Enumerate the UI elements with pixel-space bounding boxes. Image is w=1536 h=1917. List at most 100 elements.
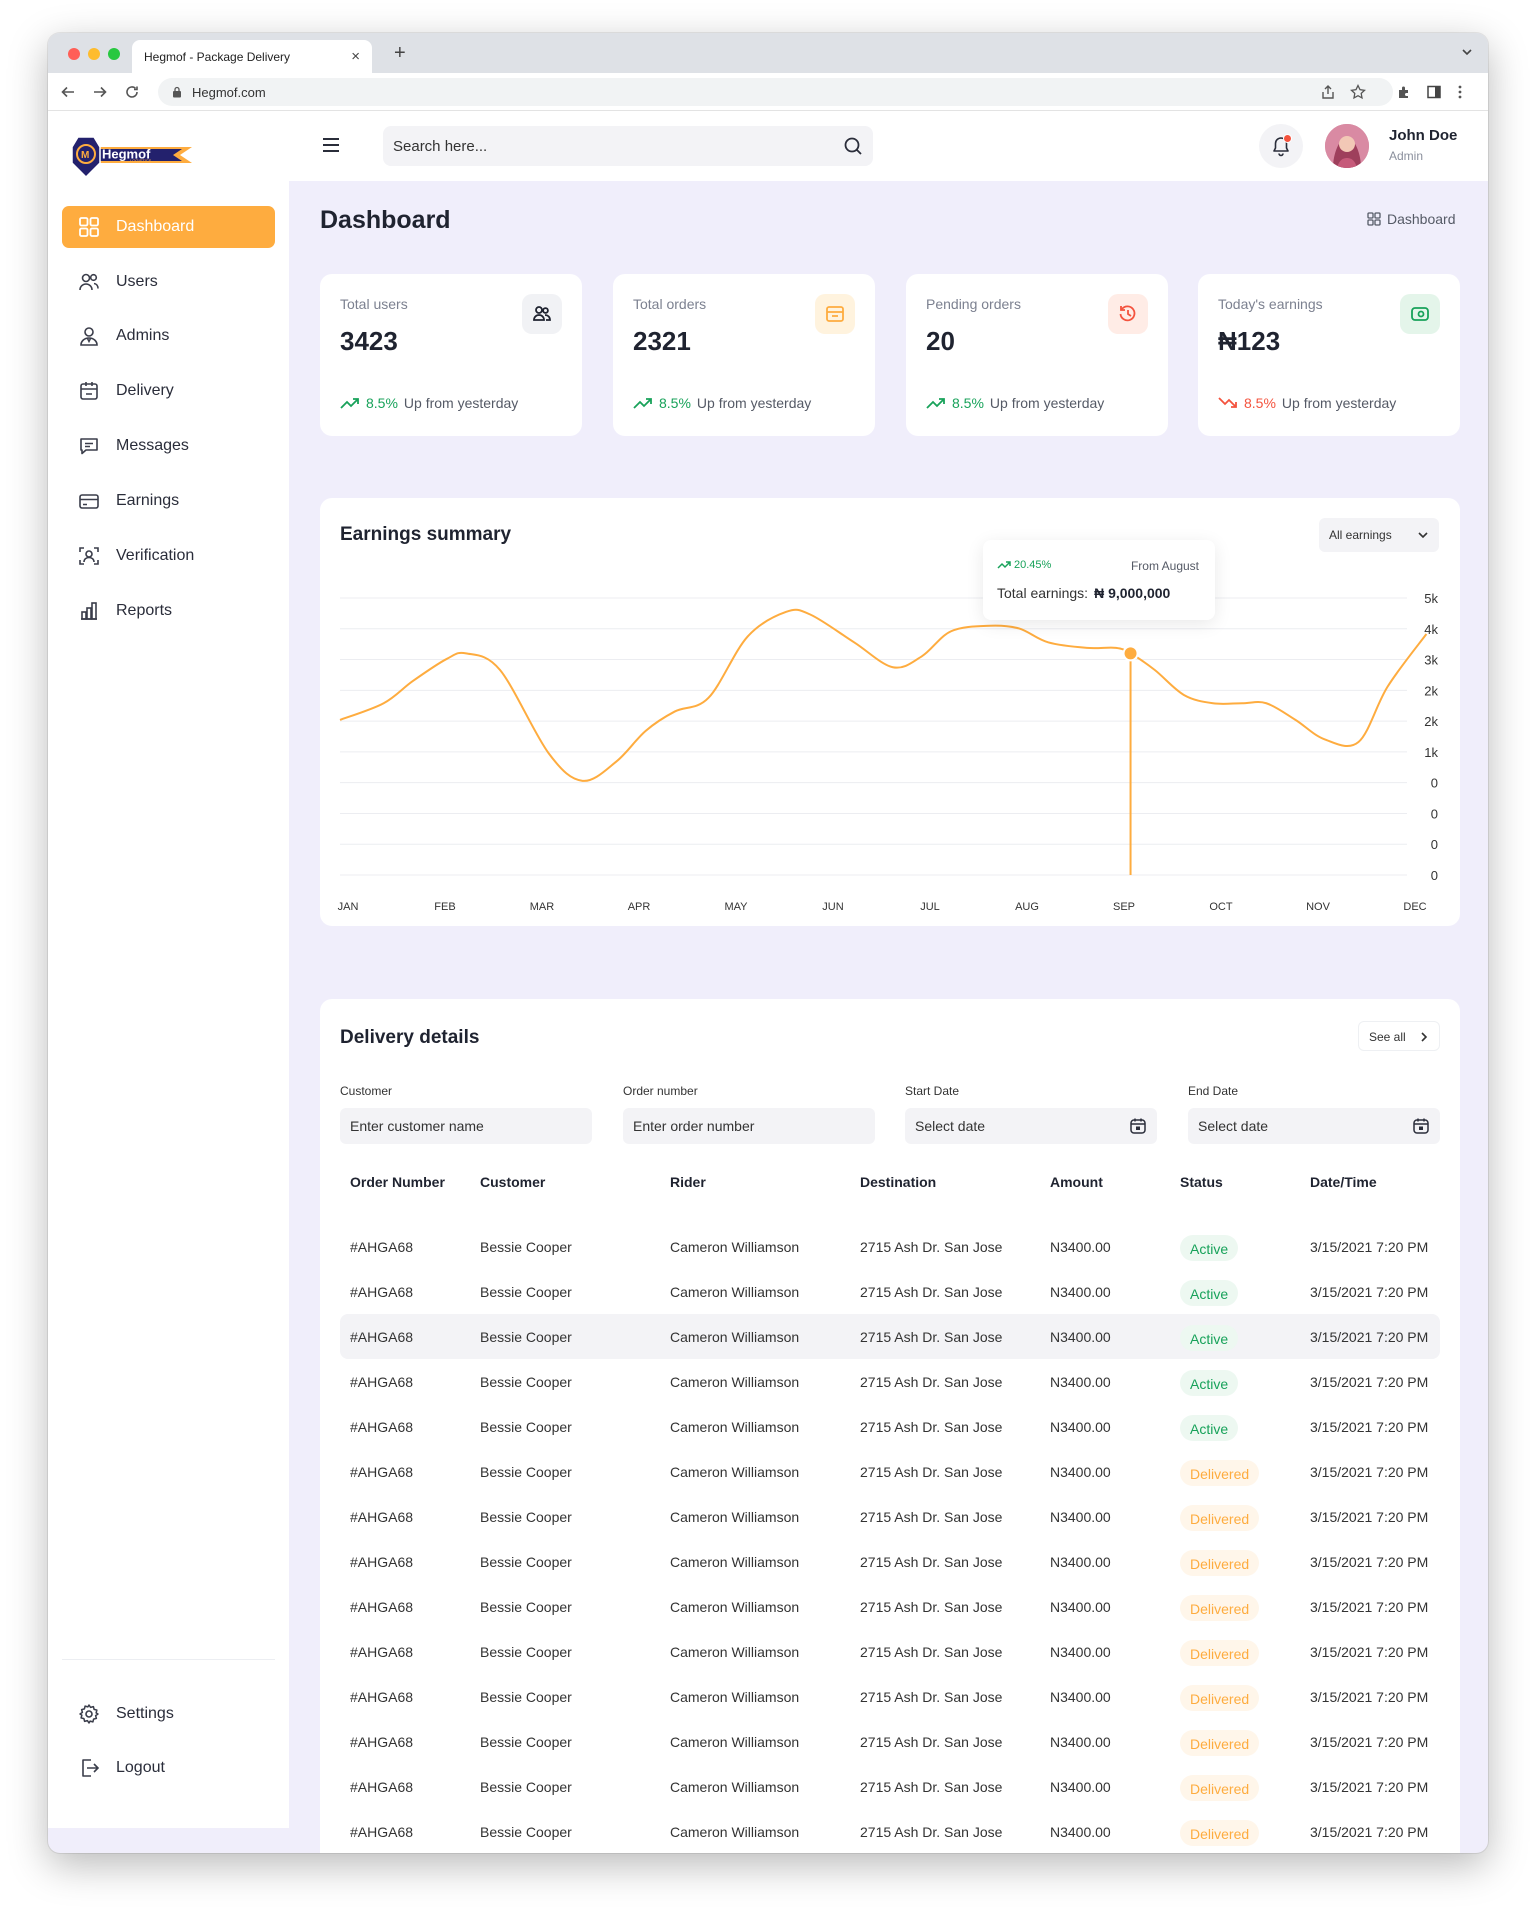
customer-cell: Bessie Cooper: [480, 1689, 572, 1705]
datetime-cell: 3/15/2021 7:20 PM: [1310, 1644, 1429, 1660]
y-tick-label: 0: [1431, 776, 1438, 791]
minimize-window-button[interactable]: [88, 48, 100, 60]
table-row[interactable]: #AHGA68 Bessie Cooper Cameron Williamson 27…: [340, 1629, 1440, 1674]
share-icon[interactable]: [1320, 84, 1336, 100]
reload-icon[interactable]: [124, 84, 140, 100]
stat-trend: 8.5% Up from yesterday: [340, 395, 518, 411]
sidebar-item-delivery[interactable]: Delivery: [62, 370, 275, 412]
table-row[interactable]: #AHGA68 Bessie Cooper Cameron Williamson 27…: [340, 1719, 1440, 1764]
trend-percent: 8.5%: [366, 395, 398, 411]
earnings-filter-dropdown[interactable]: All earnings: [1319, 518, 1439, 552]
bookmark-star-icon[interactable]: [1350, 84, 1366, 100]
destination-cell: 2715 Ash Dr. San Jose: [860, 1644, 1003, 1660]
page-title: Dashboard: [320, 206, 451, 234]
table-row[interactable]: #AHGA68 Bessie Cooper Cameron Williamson 27…: [340, 1584, 1440, 1629]
sidebar-item-label: Logout: [116, 1759, 165, 1776]
back-arrow-icon[interactable]: [60, 84, 76, 100]
stat-label: Today's earnings: [1218, 296, 1323, 312]
tooltip-amount: ₦ 9,000,000: [1094, 585, 1171, 601]
table-row[interactable]: #AHGA68 Bessie Cooper Cameron Williamson 27…: [340, 1809, 1440, 1853]
browser-tab[interactable]: Hegmof - Package Delivery ×: [132, 40, 372, 73]
calendar-icon: [1130, 1118, 1146, 1134]
customer-name-input[interactable]: Enter customer name: [340, 1108, 592, 1144]
sidebar-item-label: Delivery: [116, 382, 174, 399]
delivery-details-card: Delivery details See all Customer Enter …: [320, 999, 1460, 1853]
stat-value: 2321: [633, 326, 691, 356]
maximize-window-button[interactable]: [108, 48, 120, 60]
y-tick-label: 1k: [1424, 745, 1438, 760]
users-icon: [76, 269, 102, 295]
x-tick-label: MAR: [530, 901, 555, 913]
tooltip-percent-value: 20.45%: [1014, 559, 1052, 571]
destination-cell: 2715 Ash Dr. San Jose: [860, 1824, 1003, 1840]
customer-cell: Bessie Cooper: [480, 1734, 572, 1750]
column-header[interactable]: Status: [1180, 1174, 1223, 1190]
see-all-button[interactable]: See all: [1358, 1021, 1440, 1051]
column-header[interactable]: Order Number: [350, 1174, 445, 1190]
sidebar-item-verification[interactable]: Verification: [62, 535, 275, 577]
sidebar-item-admins[interactable]: Admins: [62, 315, 275, 357]
sidebar-item-reports[interactable]: Reports: [62, 590, 275, 632]
destination-cell: 2715 Ash Dr. San Jose: [860, 1329, 1003, 1345]
sidebar-divider: [62, 1659, 275, 1660]
y-tick-label: 0: [1431, 868, 1438, 883]
y-tick-label: 0: [1431, 806, 1438, 821]
x-tick-label: FEB: [434, 901, 455, 913]
sidebar-item-logout[interactable]: Logout: [62, 1747, 275, 1789]
notifications-button[interactable]: [1259, 124, 1303, 168]
rider-cell: Cameron Williamson: [670, 1239, 800, 1255]
datetime-cell: 3/15/2021 7:20 PM: [1310, 1689, 1429, 1705]
table-row[interactable]: #AHGA68 Bessie Cooper Cameron Williamson 27…: [340, 1359, 1440, 1404]
table-row[interactable]: #AHGA68 Bessie Cooper Cameron Williamson 27…: [340, 1674, 1440, 1719]
search-input[interactable]: Search here...: [383, 126, 873, 166]
amount-cell: N3400.00: [1050, 1779, 1111, 1795]
customer-cell: Bessie Cooper: [480, 1599, 572, 1615]
brand-logo[interactable]: M Hegmof LOGISTICS: [60, 133, 194, 181]
table-row[interactable]: #AHGA68 Bessie Cooper Cameron Williamson 27…: [340, 1269, 1440, 1314]
breadcrumb[interactable]: Dashboard: [1367, 211, 1456, 227]
forward-arrow-icon[interactable]: [92, 84, 108, 100]
x-tick-label: APR: [628, 901, 651, 913]
order-number-input[interactable]: Enter order number: [623, 1108, 875, 1144]
user-name[interactable]: John Doe: [1389, 127, 1458, 144]
extensions-icon[interactable]: [1396, 84, 1412, 100]
search-icon[interactable]: [843, 136, 863, 156]
tab-title: Hegmof - Package Delivery: [144, 50, 291, 64]
column-header[interactable]: Amount: [1050, 1174, 1103, 1190]
sidebar-item-dashboard[interactable]: Dashboard: [62, 206, 275, 248]
browser-menu-icon[interactable]: [1452, 84, 1468, 100]
column-header[interactable]: Date/Time: [1310, 1174, 1377, 1190]
sidebar-item-settings[interactable]: Settings: [62, 1693, 275, 1735]
tab-close-icon[interactable]: ×: [351, 48, 360, 65]
stat-label: Pending orders: [926, 296, 1021, 312]
stat-label: Total orders: [633, 296, 707, 312]
end-date-input[interactable]: Select date: [1188, 1108, 1440, 1144]
order-number-cell: #AHGA68: [350, 1329, 414, 1345]
table-row[interactable]: #AHGA68 Bessie Cooper Cameron Williamson 27…: [340, 1494, 1440, 1539]
table-row[interactable]: #AHGA68 Bessie Cooper Cameron Williamson 27…: [340, 1224, 1440, 1269]
tab-list-chevron-icon[interactable]: [1460, 45, 1474, 59]
sidebar-item-messages[interactable]: Messages: [62, 425, 275, 467]
hamburger-menu-icon[interactable]: [321, 137, 341, 153]
address-bar[interactable]: Hegmof.com: [158, 78, 1393, 106]
amount-cell: N3400.00: [1050, 1644, 1111, 1660]
column-header[interactable]: Rider: [670, 1174, 706, 1190]
table-row[interactable]: #AHGA68 Bessie Cooper Cameron Williamson 27…: [340, 1404, 1440, 1449]
datetime-cell: 3/15/2021 7:20 PM: [1310, 1509, 1429, 1525]
table-row[interactable]: #AHGA68 Bessie Cooper Cameron Williamson 27…: [340, 1764, 1440, 1809]
start-date-input[interactable]: Select date: [905, 1108, 1157, 1144]
close-window-button[interactable]: [68, 48, 80, 60]
sidebar-item-earnings[interactable]: Earnings: [62, 480, 275, 522]
avatar[interactable]: [1325, 124, 1369, 168]
table-row[interactable]: #AHGA68 Bessie Cooper Cameron Williamson 27…: [340, 1449, 1440, 1494]
column-header[interactable]: Customer: [480, 1174, 546, 1190]
sidebar-item-users[interactable]: Users: [62, 261, 275, 303]
new-tab-button[interactable]: +: [394, 42, 406, 64]
sidebar-panel-icon[interactable]: [1426, 84, 1442, 100]
table-row[interactable]: #AHGA68 Bessie Cooper Cameron Williamson 27…: [340, 1314, 1440, 1359]
amount-cell: N3400.00: [1050, 1599, 1111, 1615]
x-tick-label: AUG: [1015, 901, 1039, 913]
column-header[interactable]: Destination: [860, 1174, 937, 1190]
table-row[interactable]: #AHGA68 Bessie Cooper Cameron Williamson 27…: [340, 1539, 1440, 1584]
stat-trend: 8.5% Up from yesterday: [926, 395, 1104, 411]
